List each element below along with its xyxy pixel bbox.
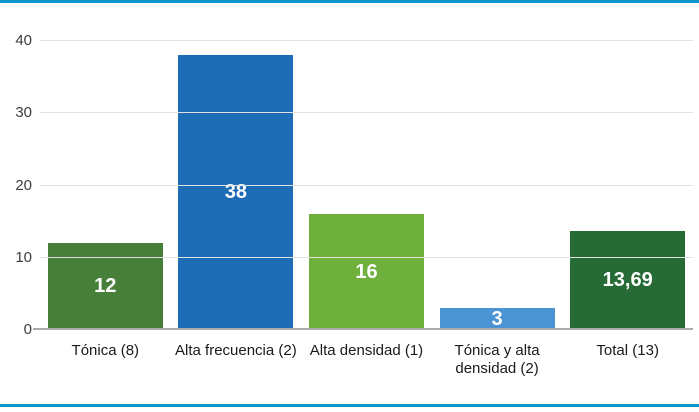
bar-column: 16 (301, 214, 432, 330)
bar-value-label: 16 (355, 260, 378, 283)
gridline (40, 184, 693, 186)
x-axis-category-label: Alta frecuencia (2) (175, 342, 297, 359)
bar-value-label: 38 (224, 181, 248, 204)
gridline (40, 112, 693, 114)
bar-column: 12 (40, 243, 171, 330)
x-axis-labels: Tónica (8) Alta frecuencia (2) Alta densid… (40, 342, 693, 378)
bar-value-label: 12 (94, 275, 117, 298)
bar-3: 16 (308, 214, 424, 330)
bottom-accent-rule (0, 404, 699, 407)
x-axis-category-label: Total (13) (596, 342, 659, 359)
y-tick-label: 30 (15, 104, 32, 122)
top-accent-rule (0, 0, 699, 3)
bar-column: 13,69 (562, 231, 693, 330)
x-axis-baseline (33, 328, 693, 330)
x-axis-category-label: Tónica (8) (71, 342, 140, 359)
bars-container: 12 38 16 3 13,69 (40, 41, 693, 330)
bar-2: 38 (178, 55, 294, 330)
bar-column: 3 (432, 308, 563, 330)
bar-value-label: 13,69 (602, 269, 653, 292)
bar-value-label: 3 (491, 307, 503, 330)
plot-area: 12 38 16 3 13,69 (33, 40, 693, 330)
bar-column: 38 (171, 55, 302, 330)
bar-5: 13,69 (570, 231, 686, 330)
bar-4: 3 (439, 307, 555, 330)
gridline (40, 40, 693, 41)
bar-1: 12 (47, 243, 163, 330)
x-axis-category-label: Alta densidad (1) (309, 342, 424, 359)
y-tick-label: 20 (15, 176, 32, 194)
y-tick-label: 40 (15, 32, 32, 49)
x-axis-category-label: Tónica y alta densidad (2) (454, 342, 540, 377)
y-tick-label: 10 (15, 248, 32, 266)
gridline (40, 256, 693, 258)
y-tick-label: 0 (23, 321, 32, 338)
